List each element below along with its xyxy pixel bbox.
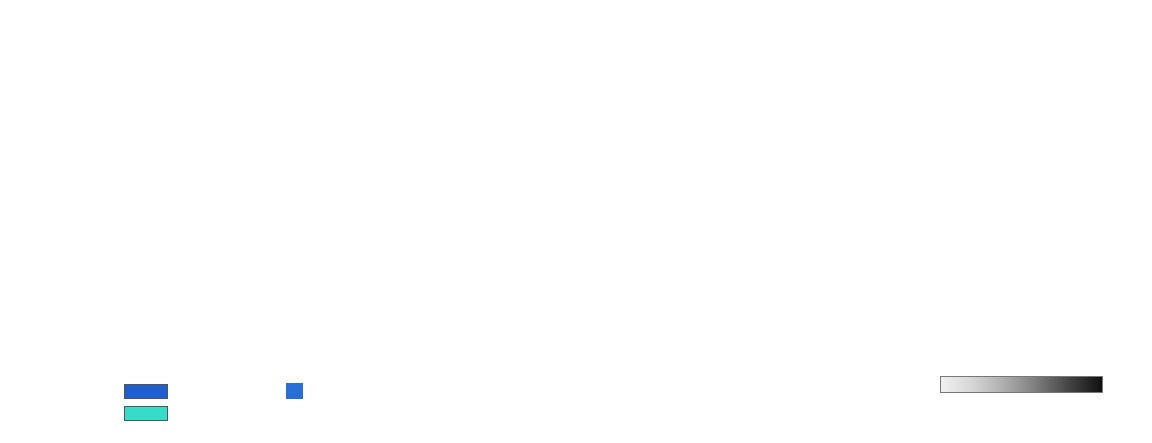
cloud-density-gradient [940, 376, 1103, 393]
rain-swatch [124, 384, 168, 399]
showers-swatch [124, 406, 168, 421]
possible-showers-icon [286, 383, 303, 399]
